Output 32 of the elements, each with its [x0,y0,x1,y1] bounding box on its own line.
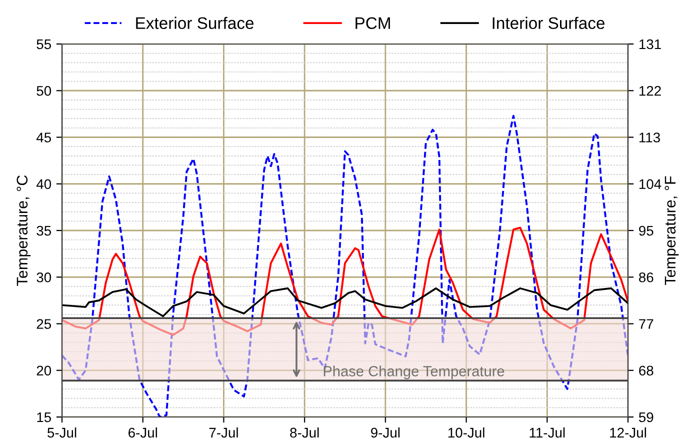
y2-tick-label: 95 [639,226,654,236]
y-tick-label: 20 [36,366,52,376]
legend-label: Interior Surface [492,16,604,30]
legend-label: Exterior Surface [136,16,254,30]
y-tick-label: 30 [36,272,52,282]
x-tick-label: 10-Jul [448,427,484,438]
x-tick-label: 8-Jul [290,427,319,438]
x-tick-label: 11-Jul [530,427,565,438]
x-tick-label: 6-Jul [128,427,157,438]
y2-tick-label: 104 [639,179,662,190]
x-tick-label: 9-Jul [371,427,400,438]
y2-axis-title: Temperature, °F [664,176,679,285]
y2-tick-label: 122 [639,86,661,96]
y-tick-label: 55 [36,39,52,50]
x-tick-label: 7-Jul [209,427,238,438]
y-tick-label: 50 [36,86,52,96]
y2-tick-label: 68 [639,366,654,376]
y2-tick-label: 86 [639,272,654,282]
x-tick-label: 5-Jul [48,427,76,438]
y-tick-label: 45 [36,132,52,142]
y-tick-label: 35 [36,226,52,236]
y2-tick-label: 77 [639,319,654,329]
legend-label: PCM [356,17,390,30]
y-tick-label: 40 [36,179,52,190]
y2-tick-label: 113 [639,132,660,142]
y2-tick-label: 59 [638,412,654,422]
y-tick-label: 15 [37,412,52,422]
x-tick-label: 12-Jul [610,427,646,438]
band-label: Phase Change Temperature [324,366,504,380]
y-tick-label: 25 [36,319,52,329]
y-axis-title: Temperature, °C [16,175,31,286]
y2-tick-label: 131 [639,39,661,50]
